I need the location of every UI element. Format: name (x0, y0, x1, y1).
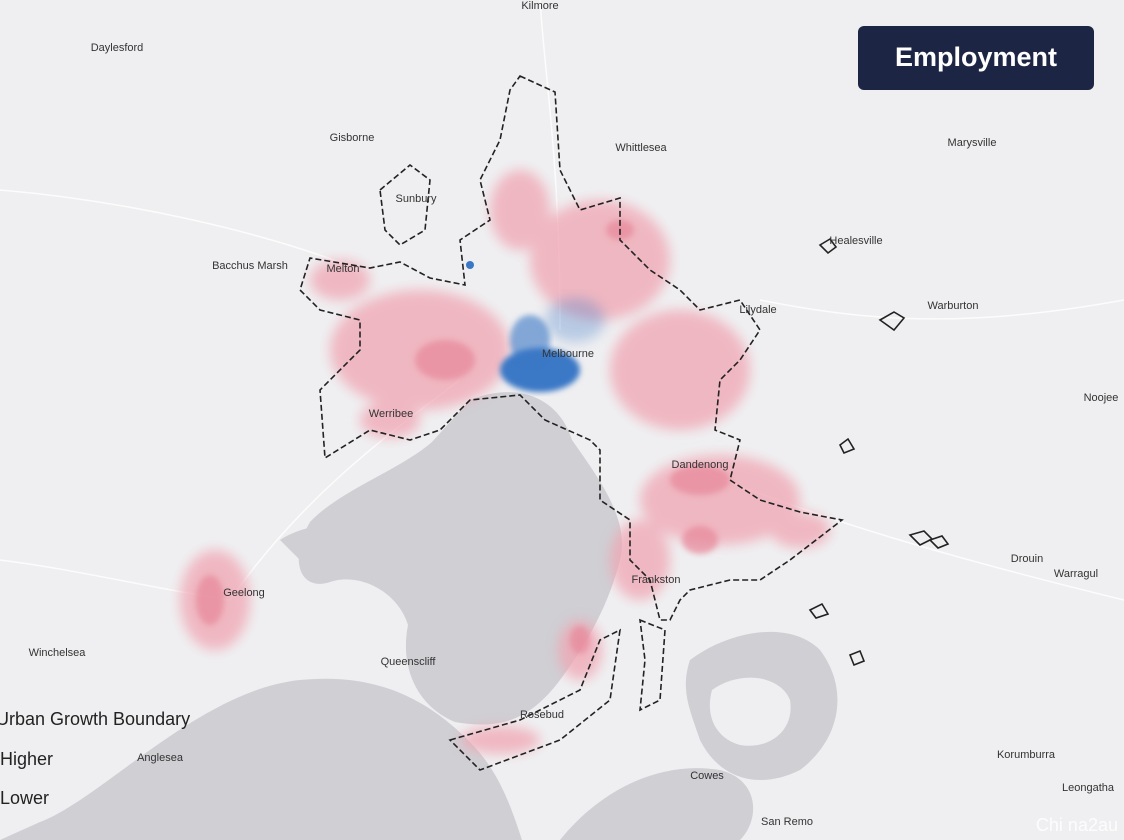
phillip-island (709, 677, 791, 746)
legend-higher: Higher (0, 749, 53, 769)
place-labels: Kilmore Daylesford Gisborne Whittlesea M… (29, 0, 1119, 828)
place-label: Geelong (223, 587, 265, 599)
employment-high (466, 261, 605, 392)
place-label: Frankston (632, 574, 681, 586)
growth-boundary (448, 628, 622, 771)
place-label: Gisborne (330, 132, 375, 144)
place-label: Dandenong (672, 459, 729, 471)
place-label: Healesville (829, 235, 882, 247)
place-label: Marysville (948, 137, 997, 149)
place-label: Bacchus Marsh (212, 260, 288, 272)
growth-boundary (639, 618, 666, 712)
place-label: Noojee (1084, 392, 1119, 404)
place-label: Daylesford (91, 42, 144, 54)
place-label: Drouin (1011, 553, 1043, 565)
legend-boundary: Urban Growth Boundary (0, 709, 190, 729)
badge-title: Employment (895, 42, 1057, 72)
watermark: Chi na2au (1036, 815, 1118, 835)
place-label: Warragul (1054, 568, 1098, 580)
place-label: Rosebud (520, 709, 564, 721)
growth-boundary (299, 74, 844, 621)
legend-lower: Lower (0, 788, 49, 808)
place-label: Lilydale (739, 304, 776, 316)
place-label: Winchelsea (29, 647, 87, 659)
place-label: Sunbury (396, 193, 437, 205)
place-label: Queenscliff (381, 656, 437, 668)
place-label: Whittlesea (615, 142, 667, 154)
water (0, 392, 838, 840)
employment-mid (196, 220, 730, 654)
boundary-fragments (808, 237, 950, 667)
place-label: Leongatha (1062, 782, 1115, 794)
place-label: Melbourne (542, 348, 594, 360)
growth-boundary (379, 163, 431, 247)
place-label: Anglesea (137, 752, 184, 764)
place-label: Kilmore (521, 0, 558, 12)
place-label: Werribee (369, 408, 413, 420)
place-label: San Remo (761, 816, 813, 828)
place-label: Cowes (690, 770, 724, 782)
place-label: Warburton (928, 300, 979, 312)
place-label: Melton (326, 263, 359, 275)
place-label: Korumburra (997, 749, 1056, 761)
badge-box (858, 26, 1094, 90)
